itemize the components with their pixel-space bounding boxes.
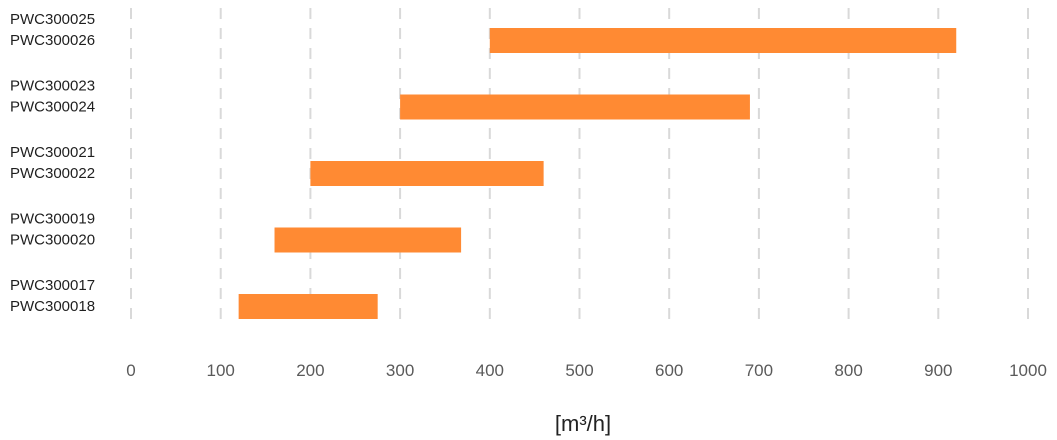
x-tick-label: 300: [386, 361, 414, 380]
range-bar: [274, 227, 462, 253]
x-tick-label: 600: [655, 361, 683, 380]
x-tick-label: 1000: [1009, 361, 1047, 380]
category-label: PWC300018: [10, 298, 95, 315]
range-bar: [489, 28, 957, 53]
category-label: PWC300017: [10, 277, 95, 294]
category-label: PWC300020: [10, 232, 95, 249]
gridlines: [130, 8, 1029, 328]
x-tick-label: 900: [924, 361, 952, 380]
range-bar: [310, 161, 544, 186]
category-label: PWC300022: [10, 165, 95, 182]
category-label: PWC300019: [10, 211, 95, 228]
category-label: PWC300021: [10, 144, 95, 161]
x-tick-label: 800: [834, 361, 862, 380]
category-label: PWC300026: [10, 32, 95, 49]
x-tick-label: 100: [207, 361, 235, 380]
category-label: PWC300023: [10, 78, 95, 95]
category-labels: PWC300025 PWC300026 PWC300023 PWC300024 PWC3…: [10, 11, 95, 315]
x-tick-label: 0: [126, 361, 135, 380]
x-tick-label: 500: [565, 361, 593, 380]
x-tick-label: 700: [745, 361, 773, 380]
x-tick-label: 400: [476, 361, 504, 380]
x-axis-title: [m³/h]: [555, 411, 611, 436]
category-label: PWC300024: [10, 99, 95, 116]
range-bar: [400, 94, 750, 120]
x-tick-label: 200: [296, 361, 324, 380]
x-tick-labels: 0 100 200 300 400 500 600 700 800 900 1000: [126, 361, 1047, 380]
bars: [238, 28, 957, 319]
range-bar: [238, 294, 378, 319]
category-label: PWC300025: [10, 11, 95, 28]
